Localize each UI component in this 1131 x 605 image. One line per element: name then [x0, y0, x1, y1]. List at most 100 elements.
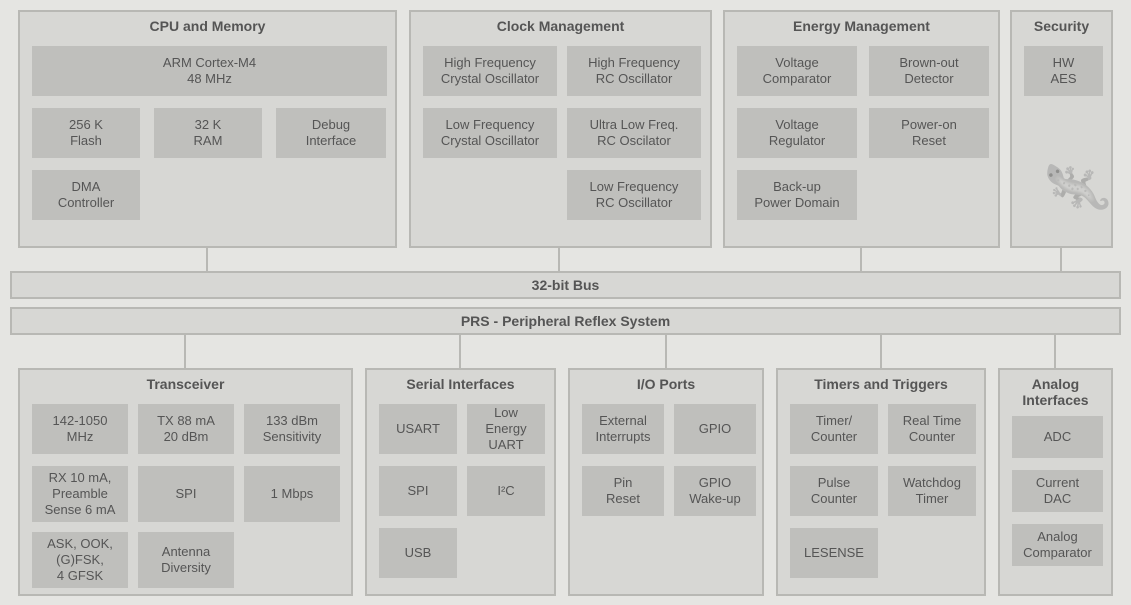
bus-bar-32bit-label: 32-bit Bus [532, 277, 600, 293]
panel-title-energy: Energy Management [725, 12, 998, 42]
block-label-io_pin: PinReset [606, 475, 640, 508]
block-label-io_ext: ExternalInterrupts [596, 413, 651, 446]
panel-cpu: CPU and Memory ARM Cortex-M448 MHz 256 KFl… [18, 10, 397, 248]
block-label-x_rx: RX 10 mA,PreambleSense 6 mA [45, 470, 116, 519]
block-clk_hfxo: High FrequencyCrystal Oscillator [423, 46, 557, 96]
block-t_wd: WatchdogTimer [888, 466, 976, 516]
panel-title-analog: Analog Interfaces [1000, 370, 1111, 416]
block-en_bkp: Back-upPower Domain [737, 170, 857, 220]
block-x_tx: TX 88 mA20 dBm [138, 404, 234, 454]
bus-bar-prs: PRS - Peripheral Reflex System [10, 307, 1121, 335]
connector-6 [665, 335, 667, 368]
block-label-s_leuart: LowEnergyUART [485, 405, 526, 454]
block-clk_lfxo: Low FrequencyCrystal Oscillator [423, 108, 557, 158]
block-t_pc: PulseCounter [790, 466, 878, 516]
block-label-en_vcmp: VoltageComparator [763, 55, 832, 88]
block-io_wk: GPIOWake-up [674, 466, 756, 516]
bus-bar-prs-label: PRS - Peripheral Reflex System [461, 313, 670, 329]
panel-xcvr: Transceiver142-1050MHzTX 88 mA20 dBm133 … [18, 368, 353, 596]
block-x_mod: ASK, OOK,(G)FSK,4 GFSK [32, 532, 128, 588]
block-s_leuart: LowEnergyUART [467, 404, 545, 454]
connector-0 [206, 248, 208, 271]
block-label-a_adc: ADC [1044, 429, 1071, 445]
block-t_rtc: Real TimeCounter [888, 404, 976, 454]
block-label-en_bkp: Back-upPower Domain [754, 179, 839, 212]
connector-2 [860, 248, 862, 271]
block-cpu_flash: 256 KFlash [32, 108, 140, 158]
block-label-en_bod: Brown-outDetector [899, 55, 958, 88]
connector-7 [880, 335, 882, 368]
block-x_spi: SPI [138, 466, 234, 522]
block-cpu_ram: 32 KRAM [154, 108, 262, 158]
block-label-x_ant: AntennaDiversity [161, 544, 211, 577]
block-a_dac: CurrentDAC [1012, 470, 1103, 512]
block-en_vreg: VoltageRegulator [737, 108, 857, 158]
block-en_bod: Brown-outDetector [869, 46, 989, 96]
block-x_freq: 142-1050MHz [32, 404, 128, 454]
block-label-clk_hfxo: High FrequencyCrystal Oscillator [441, 55, 539, 88]
connector-8 [1054, 335, 1056, 368]
panel-title-cpu: CPU and Memory [20, 12, 395, 42]
block-io_ext: ExternalInterrupts [582, 404, 664, 454]
block-a_acmp: AnalogComparator [1012, 524, 1103, 566]
block-x_rx: RX 10 mA,PreambleSense 6 mA [32, 466, 128, 522]
block-label-a_acmp: AnalogComparator [1023, 529, 1092, 562]
block-clk_ulfrc: Ultra Low Freq.RC Oscilator [567, 108, 701, 158]
block-label-clk_lfxo: Low FrequencyCrystal Oscillator [441, 117, 539, 150]
panel-io: I/O Ports ExternalInterrupts GPIO PinReset G… [568, 368, 764, 596]
block-label-x_freq: 142-1050MHz [53, 413, 108, 446]
block-x_1mbps: 1 Mbps [244, 466, 340, 522]
block-clk_lfrc: Low FrequencyRC Oscillator [567, 170, 701, 220]
block-io_gpio: GPIO [674, 404, 756, 454]
panel-title-clock: Clock Management [411, 12, 710, 42]
block-en_por: Power-onReset [869, 108, 989, 158]
block-s_usart: USART [379, 404, 457, 454]
block-label-cpu_dma: DMAController [58, 179, 114, 212]
panel-title-io: I/O Ports [570, 370, 762, 400]
block-cpu_dbg: DebugInterface [276, 108, 386, 158]
block-s_usb: USB [379, 528, 457, 578]
block-a_adc: ADC [1012, 416, 1103, 458]
block-label-clk_ulfrc: Ultra Low Freq.RC Oscilator [590, 117, 679, 150]
block-label-en_por: Power-onReset [901, 117, 957, 150]
block-label-x_mod: ASK, OOK,(G)FSK,4 GFSK [47, 536, 113, 585]
block-label-t_le: LESENSE [804, 545, 864, 561]
block-label-cpu_arm: ARM Cortex-M448 MHz [163, 55, 256, 88]
block-s_spi: SPI [379, 466, 457, 516]
block-label-t_rtc: Real TimeCounter [903, 413, 962, 446]
block-label-t_wd: WatchdogTimer [903, 475, 961, 508]
block-s_i2c: I²C [467, 466, 545, 516]
connector-5 [459, 335, 461, 368]
diagram-canvas: 32-bit Bus PRS - Peripheral Reflex System… [0, 0, 1131, 605]
block-t_le: LESENSE [790, 528, 878, 578]
panel-serial: Serial Interfaces USART LowEnergyUART SPI I²… [365, 368, 556, 596]
block-label-x_spi: SPI [176, 486, 197, 502]
block-label-cpu_flash: 256 KFlash [69, 117, 103, 150]
panel-title-timers: Timers and Triggers [778, 370, 984, 400]
panel-analog: Analog Interfaces ADC CurrentDAC AnalogComp… [998, 368, 1113, 596]
block-x_sens: 133 dBmSensitivity [244, 404, 340, 454]
block-t_tc: Timer/Counter [790, 404, 878, 454]
block-io_pin: PinReset [582, 466, 664, 516]
block-label-t_pc: PulseCounter [811, 475, 857, 508]
panel-title-serial: Serial Interfaces [367, 370, 554, 400]
block-label-s_usb: USB [405, 545, 432, 561]
connector-3 [1060, 248, 1062, 271]
block-label-a_dac: CurrentDAC [1036, 475, 1079, 508]
block-label-s_spi: SPI [408, 483, 429, 499]
block-clk_hfrc: High FrequencyRC Oscillator [567, 46, 701, 96]
panel-title-sec: Security [1012, 12, 1111, 42]
block-cpu_arm: ARM Cortex-M448 MHz [32, 46, 387, 96]
panel-timers: Timers and Triggers Timer/Counter Real Tim… [776, 368, 986, 596]
block-label-en_vreg: VoltageRegulator [769, 117, 825, 150]
block-label-x_1mbps: 1 Mbps [271, 486, 314, 502]
block-label-io_wk: GPIOWake-up [689, 475, 741, 508]
block-label-sec_aes: HWAES [1050, 55, 1076, 88]
block-label-io_gpio: GPIO [699, 421, 732, 437]
block-label-cpu_ram: 32 KRAM [194, 117, 223, 150]
bus-bar-32bit: 32-bit Bus [10, 271, 1121, 299]
block-label-clk_hfrc: High FrequencyRC Oscillator [588, 55, 680, 88]
block-label-x_sens: 133 dBmSensitivity [263, 413, 322, 446]
block-label-t_tc: Timer/Counter [811, 413, 857, 446]
block-cpu_dma: DMAController [32, 170, 140, 220]
